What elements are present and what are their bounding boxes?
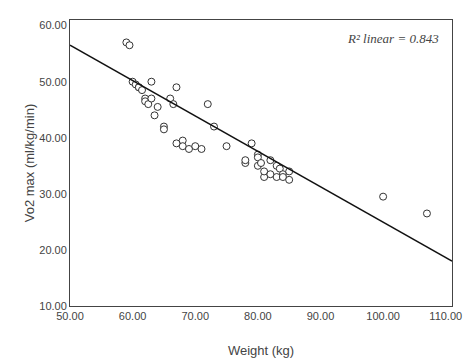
svg-text:40.00: 40.00 xyxy=(39,132,67,144)
svg-text:R² linear = 0.843: R² linear = 0.843 xyxy=(347,31,439,46)
svg-text:90.00: 90.00 xyxy=(307,310,335,322)
svg-text:70.00: 70.00 xyxy=(181,310,209,322)
svg-text:50.00: 50.00 xyxy=(39,76,67,88)
svg-text:80.00: 80.00 xyxy=(244,310,272,322)
svg-text:100.00: 100.00 xyxy=(366,310,400,322)
svg-text:110.00: 110.00 xyxy=(429,310,462,322)
svg-text:30.00: 30.00 xyxy=(39,188,67,200)
svg-text:Vo2 max (ml/kg/min): Vo2 max (ml/kg/min) xyxy=(22,104,37,222)
svg-text:10.00: 10.00 xyxy=(39,300,67,312)
svg-text:60.00: 60.00 xyxy=(119,310,147,322)
svg-text:60.00: 60.00 xyxy=(39,19,67,31)
svg-text:20.00: 20.00 xyxy=(39,244,67,256)
svg-text:50.00: 50.00 xyxy=(56,310,84,322)
svg-text:Weight (kg): Weight (kg) xyxy=(228,343,294,358)
